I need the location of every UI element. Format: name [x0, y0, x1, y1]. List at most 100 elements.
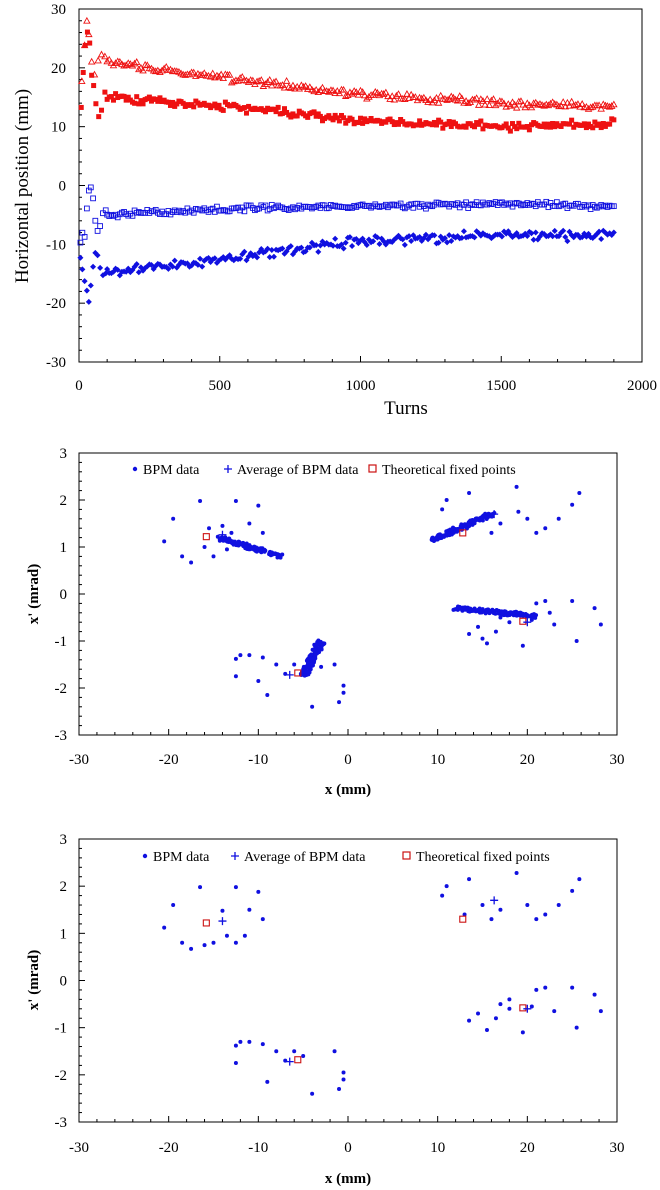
- data-point-triangle: [113, 57, 122, 65]
- theoretical-fixed-point: [519, 1004, 527, 1012]
- bpm-data-point: [574, 639, 579, 643]
- data-point-square: [541, 121, 547, 127]
- data-point-triangle: [529, 99, 538, 107]
- bpm-data-point: [301, 667, 306, 672]
- bpm-data-point: [467, 1018, 472, 1023]
- bpm-data-point: [275, 552, 280, 557]
- data-point-diamond: [330, 242, 337, 249]
- data-point-diamond: [85, 298, 92, 305]
- data-point-triangle: [303, 85, 312, 92]
- data-point-diamond: [596, 228, 603, 235]
- data-point-triangle: [540, 101, 548, 109]
- data-point-square: [558, 123, 564, 129]
- data-point-triangle: [561, 102, 570, 110]
- data-point-triangle: [139, 66, 147, 74]
- bpm-data-point: [312, 658, 317, 663]
- data-point-diamond: [448, 237, 455, 244]
- data-point-triangle: [263, 78, 272, 85]
- data-point-triangle: [565, 101, 574, 109]
- data-point-open-square: [241, 208, 248, 215]
- data-point-diamond: [287, 243, 294, 250]
- bpm-data-point: [202, 545, 207, 549]
- data-point-square: [84, 29, 90, 35]
- data-point-triangle: [572, 100, 580, 108]
- bpm-data-point: [515, 610, 520, 615]
- bpm-data-point: [498, 521, 503, 526]
- average-point: [218, 917, 227, 926]
- data-point-diamond: [332, 235, 339, 242]
- data-point-triangle: [158, 66, 166, 74]
- bpm-data-point: [526, 614, 531, 619]
- x-tick-label: 30: [610, 1140, 625, 1156]
- bpm-data-point: [314, 642, 319, 647]
- bpm-data-point: [310, 704, 315, 709]
- chart-phase-space-1: -30 -20 -10 0 10 20 30 3 2 1 0 -1 -2 -3 …: [26, 446, 625, 798]
- bpm-data-point: [592, 606, 597, 611]
- data-point-triangle: [580, 103, 589, 111]
- data-point-triangle: [291, 84, 299, 92]
- data-point-diamond: [79, 266, 86, 273]
- data-point-square: [279, 110, 285, 116]
- y-tick-label: 3: [60, 832, 68, 848]
- data-point-triangle: [162, 62, 171, 70]
- data-point-triangle: [341, 92, 350, 99]
- bpm-data-point: [232, 539, 237, 544]
- data-point-triangle: [318, 83, 327, 91]
- y-tick-label: 1: [60, 540, 68, 556]
- average-point: [490, 896, 499, 905]
- data-point-triangle: [436, 91, 445, 99]
- data-point-square: [448, 124, 454, 130]
- bpm-data-point: [543, 599, 548, 604]
- data-point-diamond: [148, 261, 155, 268]
- data-point-triangle: [306, 83, 314, 90]
- bpm-data-point: [552, 622, 557, 627]
- data-point-triangle: [515, 97, 523, 105]
- bpm-data-point: [493, 1016, 498, 1021]
- data-point-triangle: [597, 104, 605, 112]
- y-tick-label: -3: [55, 728, 68, 744]
- data-point-square: [288, 114, 294, 120]
- bpm-data-point: [260, 1042, 265, 1047]
- bpm-data-point: [233, 656, 238, 661]
- bpm-data-point: [310, 647, 315, 652]
- data-point-square: [157, 95, 163, 101]
- bpm-data-point: [507, 620, 512, 625]
- x-tick-label: 20: [520, 752, 535, 768]
- data-point-triangle: [506, 101, 515, 109]
- data-point-diamond: [349, 243, 356, 250]
- bpm-data-point: [570, 599, 575, 604]
- bpm-data-point: [547, 610, 552, 615]
- bpm-data-point: [341, 683, 346, 688]
- data-point-triangle: [206, 72, 215, 80]
- data-point-square: [113, 91, 119, 97]
- bpm-data-point: [233, 940, 238, 945]
- data-point-square: [583, 125, 589, 131]
- bpm-data-point: [434, 535, 439, 540]
- data-point-triangle: [280, 83, 289, 91]
- bpm-data-point: [332, 1049, 337, 1054]
- legend-marker-bpm: [142, 853, 148, 859]
- data-point-triangle: [550, 100, 559, 107]
- bpm-data-point: [467, 631, 472, 636]
- data-point-triangle: [485, 101, 494, 109]
- data-point-triangle: [246, 76, 255, 83]
- data-point-open-square: [94, 228, 101, 234]
- data-point-square: [165, 99, 171, 105]
- data-point-diamond: [241, 248, 248, 255]
- bpm-data-point: [220, 523, 225, 528]
- bpm-data-point: [274, 1049, 279, 1054]
- bpm-data-point: [233, 498, 238, 503]
- bpm-data-point: [292, 662, 297, 667]
- data-point-triangle: [301, 82, 310, 89]
- theoretical-fixed-point: [202, 533, 210, 541]
- data-point-diamond: [498, 233, 505, 240]
- y-tick-label: 0: [60, 974, 68, 990]
- data-point-triangle: [563, 98, 572, 106]
- bpm-data-point: [223, 538, 228, 543]
- bpm-data-point: [475, 608, 480, 613]
- data-point-diamond: [408, 237, 415, 244]
- bpm-data-point: [507, 997, 512, 1002]
- x-axis-label: Turns: [384, 398, 428, 419]
- data-point-triangle: [276, 81, 285, 89]
- data-point-square: [191, 104, 197, 110]
